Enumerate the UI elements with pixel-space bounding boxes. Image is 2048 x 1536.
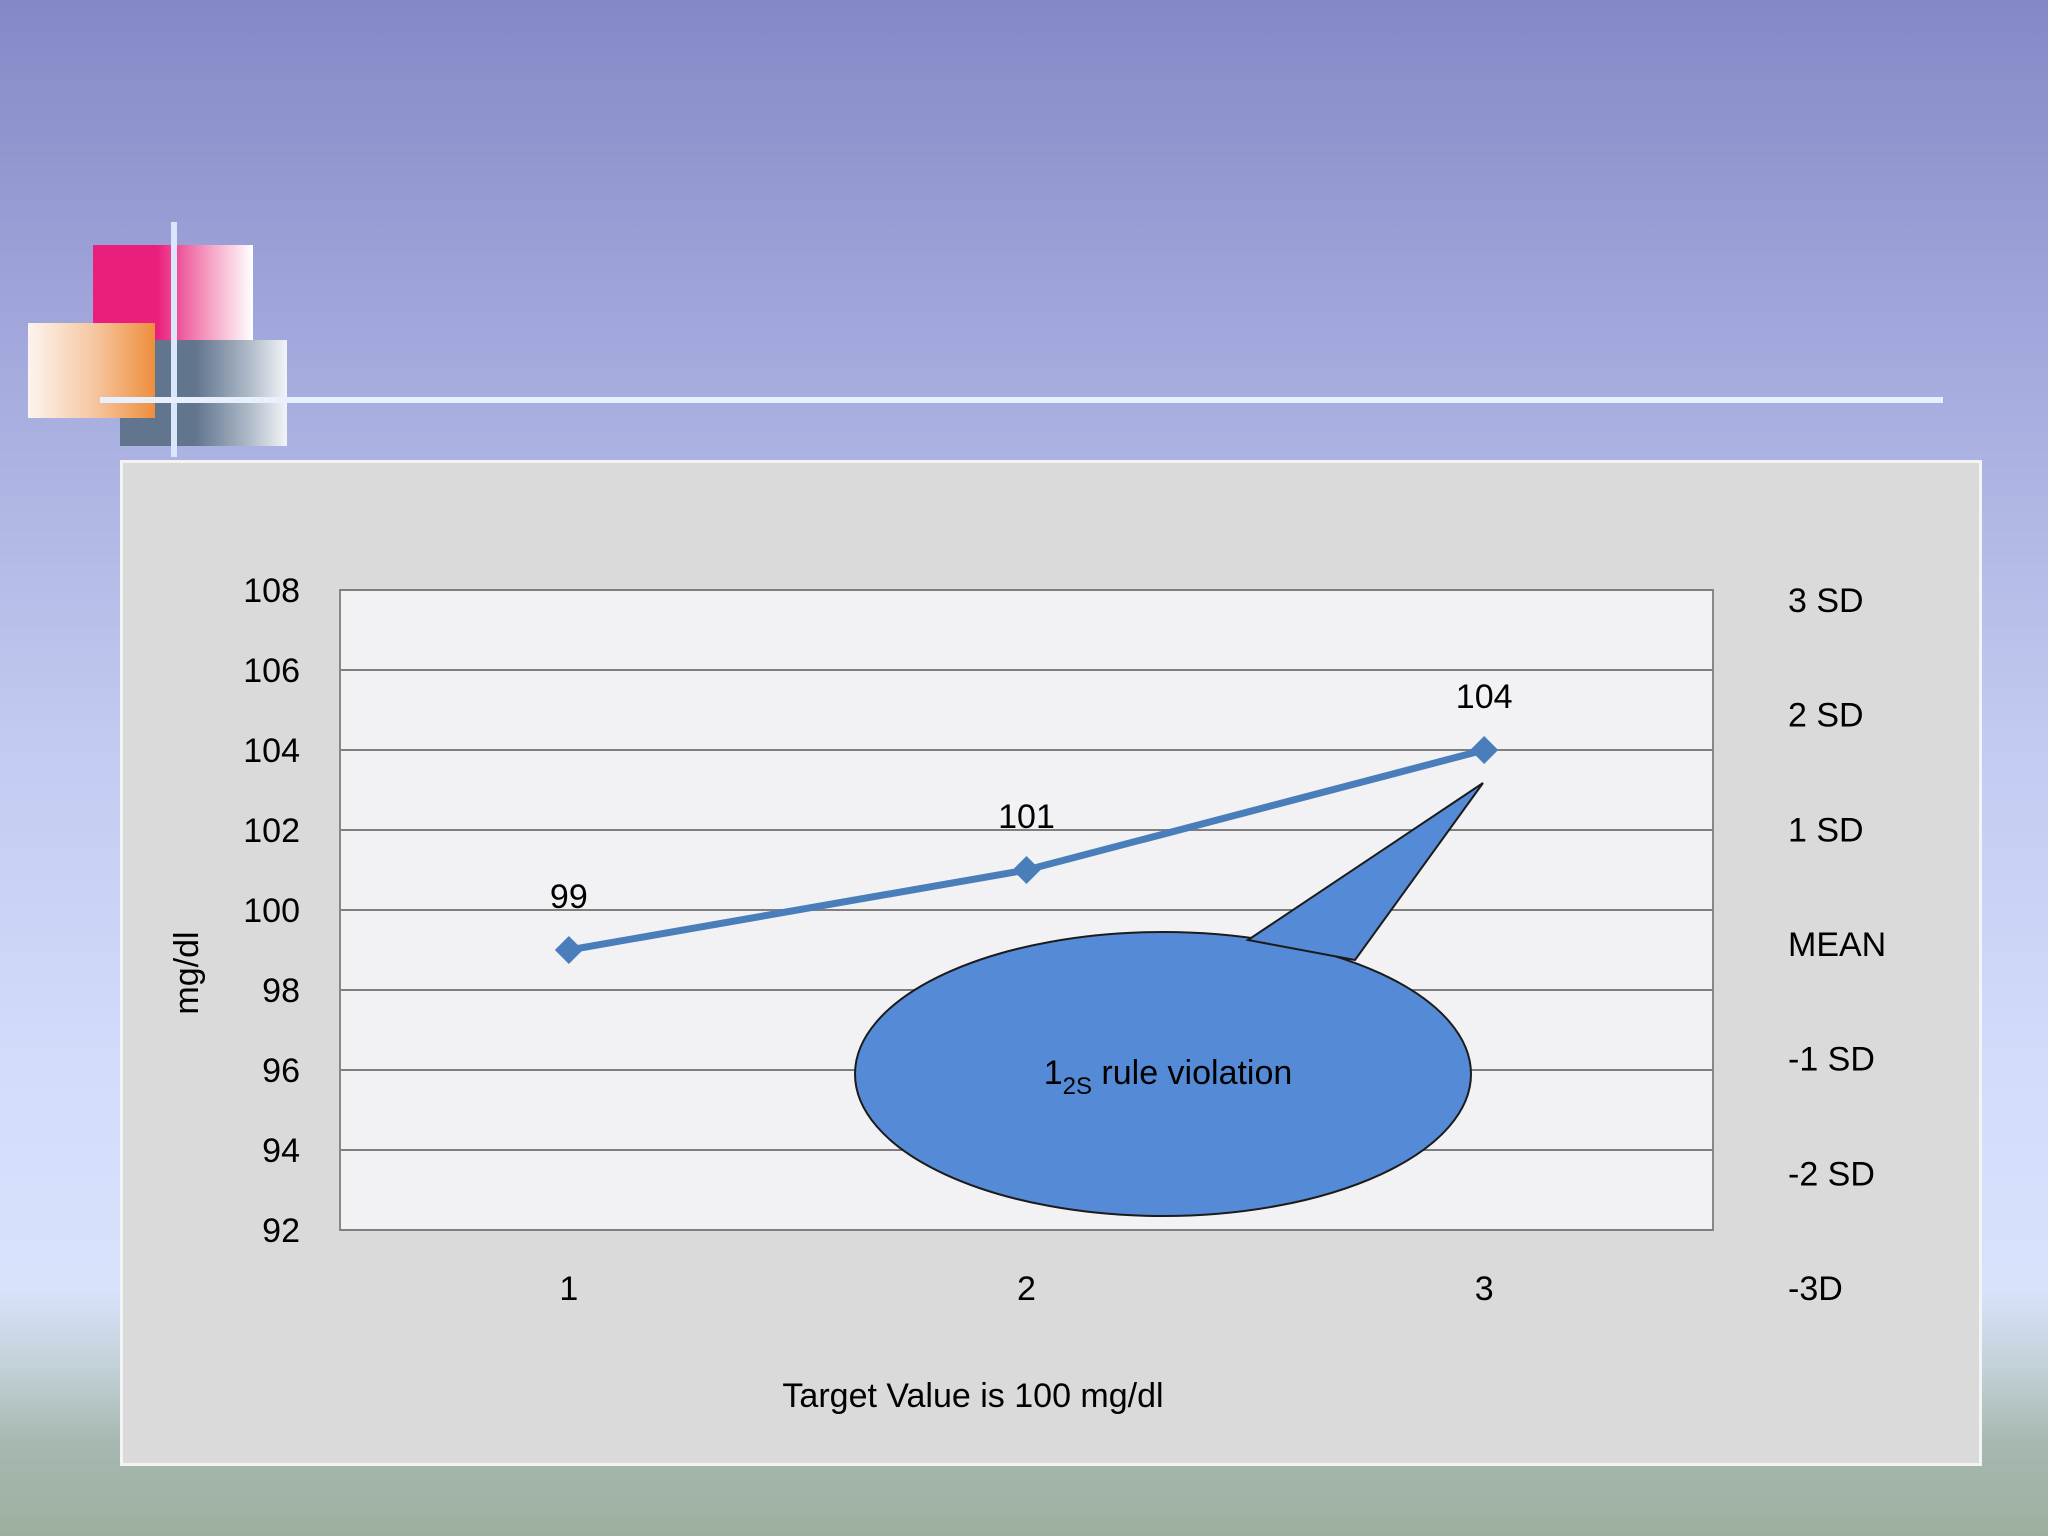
- y-axis-ticks: 92 94 96 98 100 102 104 106 108: [243, 572, 300, 1250]
- x-tick-label: 3: [1475, 1270, 1494, 1308]
- data-point: [554, 936, 583, 964]
- sd-label: -2 SD: [1788, 1155, 1875, 1193]
- line-chart: 92 94 96 98 100 102 104 106 108 1 2 3 3 SD 2 SD 1 SD…: [168, 572, 1886, 1415]
- sd-label: -3D: [1788, 1270, 1843, 1308]
- y-tick-label: 98: [262, 972, 300, 1010]
- decor-horizontal-rule: [100, 397, 1943, 403]
- callout-seam: [1223, 946, 1351, 993]
- sd-label: 3 SD: [1788, 582, 1864, 620]
- callout-group: 12S rule violation: [854, 782, 1484, 1217]
- callout-bubble: [854, 931, 1472, 1217]
- chart-frame: 92 94 96 98 100 102 104 106 108 1 2 3 3 SD 2 SD 1 SD…: [120, 460, 1982, 1466]
- callout-text: 12S rule violation: [1044, 1054, 1293, 1100]
- callout-pointer: [1245, 782, 1484, 962]
- x-tick-label: 1: [559, 1270, 578, 1308]
- data-labels: 99 101 104: [550, 678, 1513, 916]
- data-point: [1470, 736, 1499, 764]
- y-axis-label: mg/dl: [168, 931, 206, 1014]
- sd-label: -1 SD: [1788, 1041, 1875, 1079]
- y-tick-label: 100: [243, 892, 300, 930]
- y-tick-label: 92: [262, 1212, 300, 1250]
- data-label: 101: [998, 798, 1055, 836]
- data-label: 99: [550, 878, 588, 916]
- sd-labels: 3 SD 2 SD 1 SD MEAN -1 SD -2 SD -3D: [1788, 582, 1886, 1308]
- y-tick-label: 108: [243, 572, 300, 610]
- data-label: 104: [1456, 678, 1513, 716]
- y-tick-label: 96: [262, 1052, 300, 1090]
- sd-label: MEAN: [1788, 926, 1886, 964]
- x-axis-ticks: 1 2 3: [559, 1270, 1493, 1308]
- y-tick-label: 104: [243, 732, 300, 770]
- data-point: [1012, 856, 1041, 884]
- sd-label: 1 SD: [1788, 811, 1864, 849]
- x-tick-label: 2: [1017, 1270, 1036, 1308]
- decor-vertical-line: [171, 222, 177, 457]
- sd-label: 2 SD: [1788, 697, 1864, 735]
- y-tick-label: 94: [262, 1132, 300, 1170]
- series-group: [554, 736, 1499, 964]
- decor-orange-square: [28, 323, 155, 418]
- y-tick-label: 102: [243, 812, 300, 850]
- y-tick-label: 106: [243, 652, 300, 690]
- x-axis-label: Target Value is 100 mg/dl: [782, 1377, 1163, 1415]
